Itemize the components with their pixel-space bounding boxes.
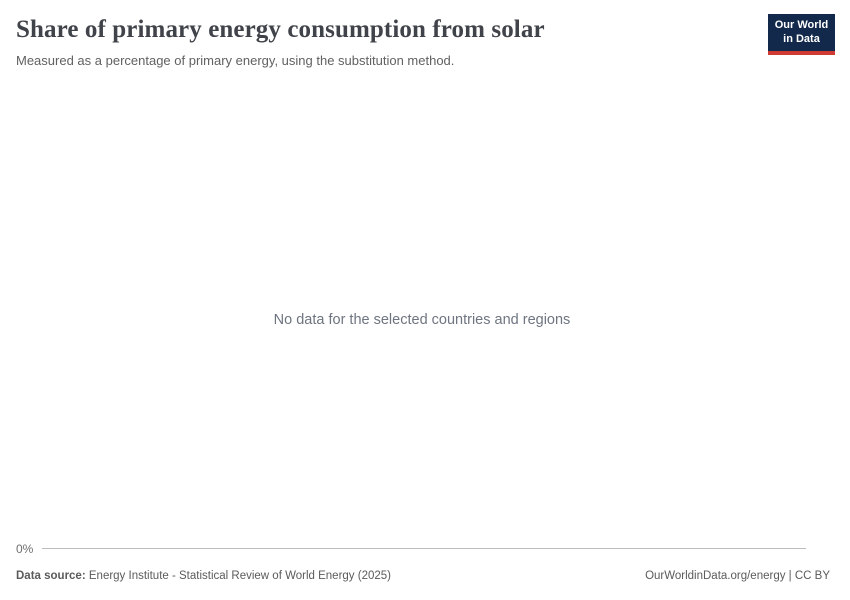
chart-title: Share of primary energy consumption from… [16, 16, 545, 43]
attribution-link[interactable]: OurWorldinData.org/energy | CC BY [645, 570, 830, 582]
owid-logo-line2: in Data [783, 32, 820, 45]
no-data-message: No data for the selected countries and r… [273, 312, 571, 328]
data-source-label: Data source: [16, 570, 86, 582]
chart-subtitle: Measured as a percentage of primary ener… [16, 53, 455, 68]
x-axis-line [42, 548, 806, 549]
data-source-line: Data source: Energy Institute - Statisti… [16, 569, 391, 583]
y-axis-tick-label: 0% [16, 542, 34, 556]
owid-logo-line1: Our World [774, 19, 829, 31]
chart-footer: Data source: Energy Institute - Statisti… [16, 569, 830, 583]
owid-logo[interactable]: Our World in Data [768, 14, 835, 55]
data-source-value[interactable]: Energy Institute - Statistical Review of… [88, 570, 391, 582]
